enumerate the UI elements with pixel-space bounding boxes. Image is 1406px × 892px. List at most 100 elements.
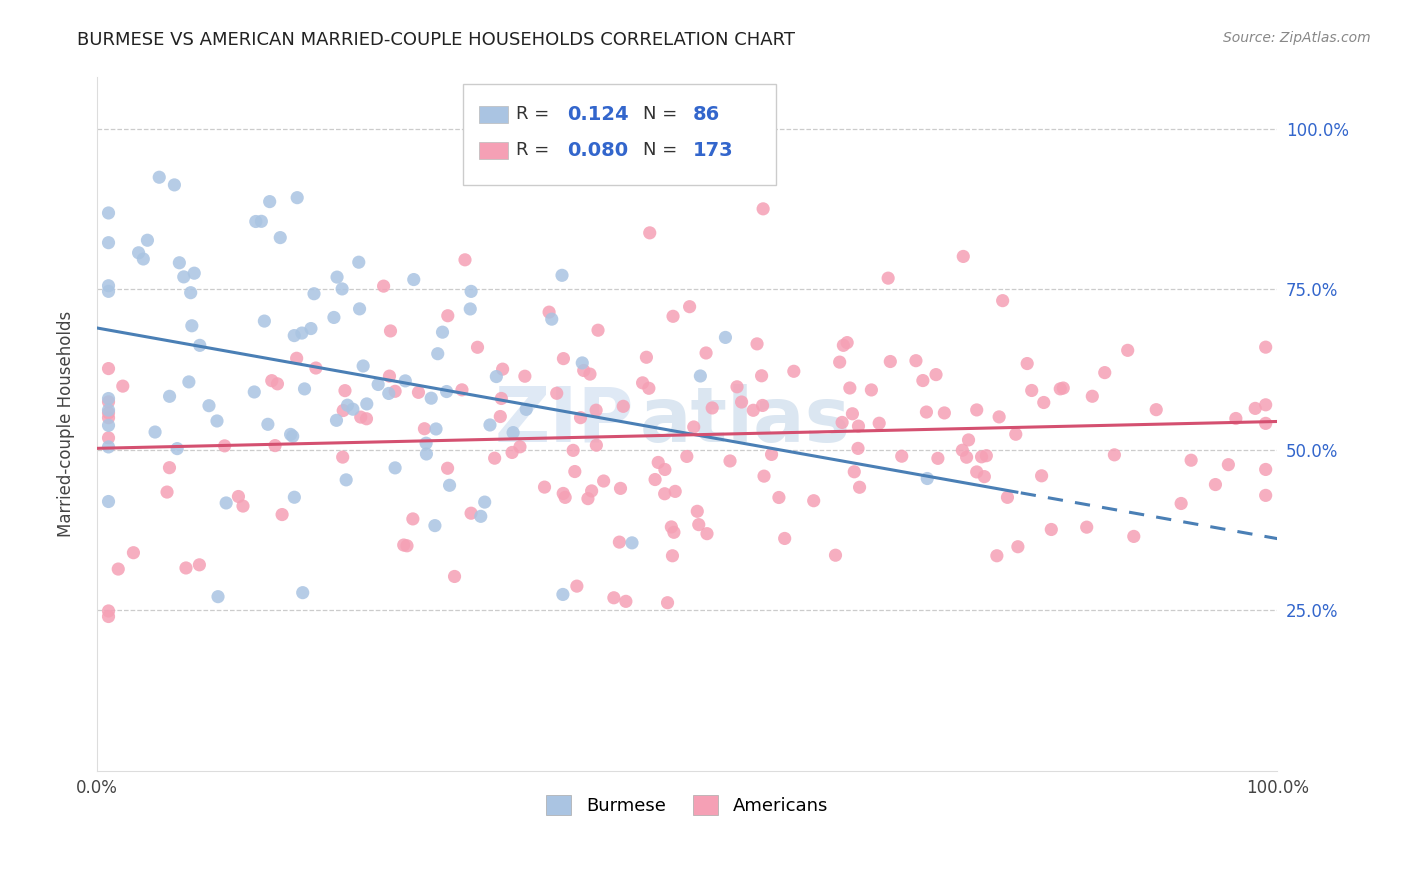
- Point: [513, 369, 536, 384]
- Point: [502, 425, 524, 440]
- Point: [281, 429, 304, 443]
- Point: [533, 480, 555, 494]
- Point: [1218, 458, 1240, 472]
- Point: [188, 338, 211, 352]
- Point: [177, 375, 200, 389]
- Point: [180, 285, 202, 300]
- Point: [342, 402, 364, 417]
- Point: [745, 337, 768, 351]
- Point: [609, 535, 631, 549]
- Point: [661, 549, 683, 563]
- FancyBboxPatch shape: [479, 106, 508, 122]
- Point: [97, 285, 120, 299]
- Point: [97, 609, 120, 624]
- Point: [458, 301, 481, 316]
- Point: [1052, 381, 1074, 395]
- Point: [803, 493, 825, 508]
- Text: atlas: atlas: [640, 384, 851, 458]
- Point: [97, 604, 120, 618]
- Point: [148, 170, 170, 185]
- Point: [257, 417, 280, 432]
- Point: [686, 504, 709, 518]
- Point: [585, 438, 607, 452]
- Point: [868, 416, 890, 430]
- Point: [394, 374, 416, 388]
- Point: [232, 499, 254, 513]
- Point: [1031, 468, 1053, 483]
- Point: [773, 532, 796, 546]
- Text: BURMESE VS AMERICAN MARRIED-COUPLE HOUSEHOLDS CORRELATION CHART: BURMESE VS AMERICAN MARRIED-COUPLE HOUSE…: [77, 31, 796, 49]
- Text: Source: ZipAtlas.com: Source: ZipAtlas.com: [1223, 31, 1371, 45]
- Point: [751, 399, 773, 413]
- Point: [730, 395, 752, 409]
- Point: [259, 194, 281, 209]
- Point: [326, 270, 349, 285]
- Point: [332, 403, 354, 417]
- Point: [647, 455, 669, 469]
- Point: [97, 494, 120, 508]
- Point: [761, 447, 783, 461]
- Point: [402, 272, 425, 286]
- Point: [554, 491, 576, 505]
- Point: [551, 587, 574, 601]
- Point: [443, 569, 465, 583]
- Point: [415, 436, 437, 450]
- Text: 86: 86: [693, 104, 720, 124]
- Point: [1007, 540, 1029, 554]
- Point: [413, 422, 436, 436]
- Point: [579, 367, 602, 381]
- Point: [243, 384, 266, 399]
- Point: [572, 363, 595, 377]
- Point: [97, 361, 120, 376]
- Point: [392, 538, 415, 552]
- Point: [180, 318, 202, 333]
- Point: [565, 579, 588, 593]
- Point: [752, 469, 775, 483]
- Point: [333, 384, 356, 398]
- Point: [356, 411, 378, 425]
- Point: [970, 450, 993, 464]
- Point: [425, 422, 447, 436]
- Point: [828, 355, 851, 369]
- Point: [562, 443, 585, 458]
- Point: [283, 328, 305, 343]
- Point: [97, 235, 120, 250]
- Point: [751, 368, 773, 383]
- Point: [644, 473, 666, 487]
- Point: [952, 249, 974, 263]
- Point: [174, 561, 197, 575]
- Point: [682, 420, 704, 434]
- Point: [1081, 389, 1104, 403]
- Point: [228, 490, 250, 504]
- Point: [299, 321, 322, 335]
- Point: [143, 425, 166, 439]
- Point: [260, 374, 283, 388]
- Point: [159, 389, 181, 403]
- Point: [585, 403, 607, 417]
- Point: [423, 518, 446, 533]
- Point: [662, 310, 685, 324]
- Point: [783, 364, 806, 378]
- Point: [571, 356, 593, 370]
- Point: [356, 397, 378, 411]
- Point: [436, 384, 458, 399]
- Point: [1122, 529, 1144, 543]
- Point: [581, 483, 603, 498]
- Point: [986, 549, 1008, 563]
- Point: [485, 369, 508, 384]
- Point: [132, 252, 155, 266]
- Point: [97, 440, 120, 454]
- Point: [415, 447, 437, 461]
- Point: [1040, 523, 1063, 537]
- Point: [460, 506, 482, 520]
- Point: [890, 449, 912, 463]
- Point: [97, 410, 120, 425]
- Point: [631, 376, 654, 390]
- Point: [207, 590, 229, 604]
- Point: [97, 418, 120, 433]
- Point: [122, 546, 145, 560]
- Point: [824, 548, 846, 562]
- Point: [188, 558, 211, 572]
- Point: [332, 450, 354, 464]
- Point: [696, 526, 718, 541]
